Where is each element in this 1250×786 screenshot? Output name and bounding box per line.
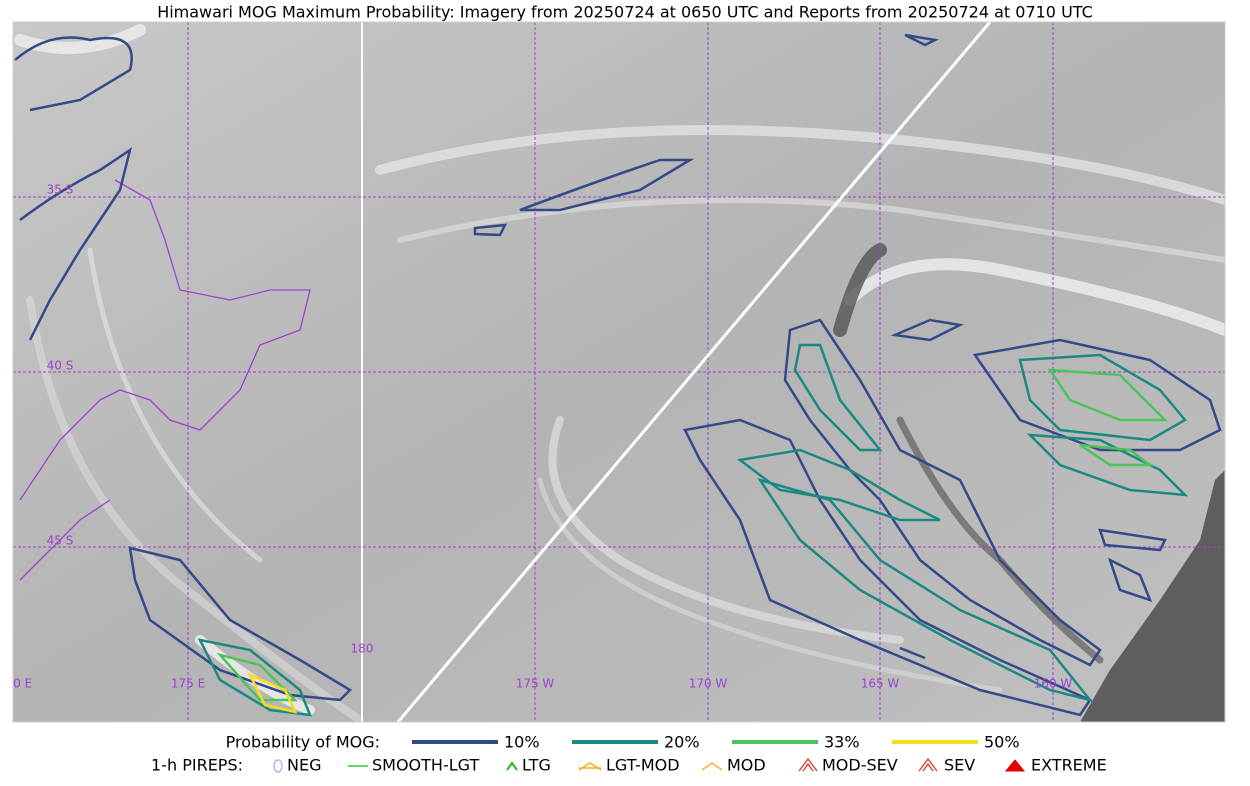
legend-title: 1-h PIREPS: bbox=[151, 756, 243, 775]
legend-label: LTG bbox=[522, 756, 551, 775]
grid-label: 175 W bbox=[516, 677, 555, 691]
grid-label: 40 S bbox=[47, 359, 74, 373]
legend-label: LGT-MOD bbox=[606, 756, 680, 775]
no-data bbox=[1080, 470, 1225, 722]
legend-label: 10% bbox=[504, 733, 540, 752]
contours bbox=[14, 33, 1222, 717]
legend-label: SMOOTH-LGT bbox=[372, 756, 479, 775]
map: 35 S 40 S 45 S 180 170 E 175 E 175 W 170 W 165 W… bbox=[0, 22, 1225, 722]
title: Himawari MOG Maximum Probability: Imager… bbox=[157, 3, 1093, 22]
legend-title: Probability of MOG: bbox=[226, 733, 380, 752]
graticule bbox=[13, 22, 1225, 722]
legend-label: 33% bbox=[824, 733, 860, 752]
grid-label: 180 bbox=[351, 642, 374, 656]
pirep-icon bbox=[273, 759, 283, 773]
grid-label: 160 W bbox=[1034, 677, 1073, 691]
legend-label: 50% bbox=[984, 733, 1020, 752]
pirep-icon bbox=[918, 757, 938, 772]
legend-label: MOD-SEV bbox=[822, 756, 898, 775]
map-frame bbox=[12, 21, 1226, 723]
grid-label: 35 S bbox=[47, 183, 74, 197]
pirep-icon bbox=[701, 762, 723, 771]
grid-label: 165 W bbox=[861, 677, 900, 691]
legend-label: EXTREME bbox=[1031, 756, 1107, 775]
legend-label: 20% bbox=[664, 733, 700, 752]
grid-label: 45 S bbox=[47, 534, 74, 548]
pirep-icon bbox=[1004, 759, 1026, 772]
legend-label: NEG bbox=[287, 756, 321, 775]
pirep-icon bbox=[506, 761, 518, 771]
coastline bbox=[19, 179, 311, 581]
pirep-icon bbox=[578, 762, 602, 771]
legend: Probability of MOG: 10% 20% 33% 50% 1-h PIREP… bbox=[151, 733, 1107, 775]
pirep-icon bbox=[798, 757, 818, 772]
grid-label: 170 E bbox=[0, 677, 32, 691]
grid-label: 170 W bbox=[689, 677, 728, 691]
legend-label: SEV bbox=[944, 756, 975, 775]
legend-label: MOD bbox=[727, 756, 766, 775]
swath-edge bbox=[396, 22, 992, 722]
grid-label: 175 E bbox=[171, 677, 205, 691]
grid-labels: 35 S 40 S 45 S 180 170 E 175 E 175 W 170 W 165 W… bbox=[0, 183, 1073, 691]
